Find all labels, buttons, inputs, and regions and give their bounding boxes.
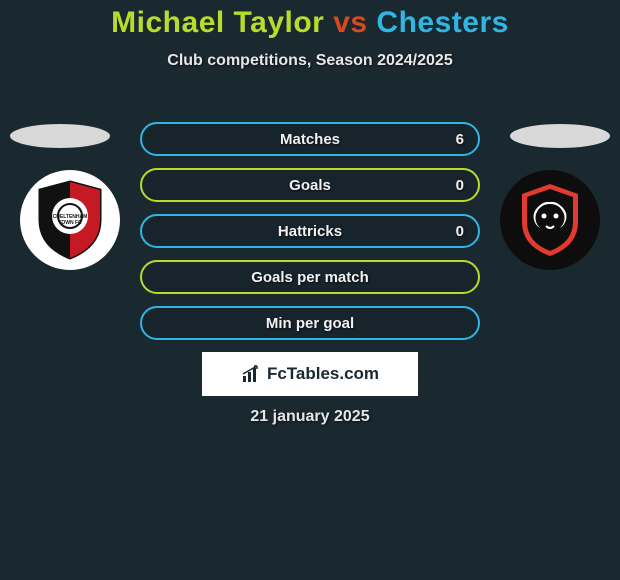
subtitle: Club competitions, Season 2024/2025 xyxy=(0,52,620,70)
cheltenham-crest-icon: CHELTENHAM TOWN FC xyxy=(26,176,114,264)
title-vs: vs xyxy=(333,6,367,39)
stat-row: Hattricks 0 xyxy=(140,214,480,248)
svg-text:TOWN FC: TOWN FC xyxy=(58,220,82,226)
salford-crest-icon xyxy=(506,176,594,264)
stat-value-right: 0 xyxy=(456,177,464,194)
stat-row: Goals per match xyxy=(140,260,480,294)
stat-value-right: 6 xyxy=(456,131,464,148)
ellipse-right xyxy=(510,124,610,148)
stat-label: Goals xyxy=(289,177,331,194)
stat-label: Hattricks xyxy=(278,223,342,240)
date-label: 21 january 2025 xyxy=(0,408,620,426)
bar-chart-icon xyxy=(241,364,261,384)
team-right-crest xyxy=(500,170,600,270)
site-logo-text: FcTables.com xyxy=(267,364,379,384)
page-title: Michael Taylor vs Chesters xyxy=(0,0,620,40)
stat-label: Goals per match xyxy=(251,269,369,286)
site-logo: FcTables.com xyxy=(202,352,418,396)
stat-row: Goals 0 xyxy=(140,168,480,202)
stat-value-right: 0 xyxy=(456,223,464,240)
stat-row: Matches 6 xyxy=(140,122,480,156)
stat-label: Min per goal xyxy=(266,315,354,332)
stat-row: Min per goal xyxy=(140,306,480,340)
ellipse-left xyxy=(10,124,110,148)
stats-container: Matches 6 Goals 0 Hattricks 0 Goals per match M… xyxy=(140,122,480,352)
team-left-crest: CHELTENHAM TOWN FC xyxy=(20,170,120,270)
title-player2: Chesters xyxy=(376,6,508,39)
stat-label: Matches xyxy=(280,131,340,148)
title-player1: Michael Taylor xyxy=(111,6,324,39)
